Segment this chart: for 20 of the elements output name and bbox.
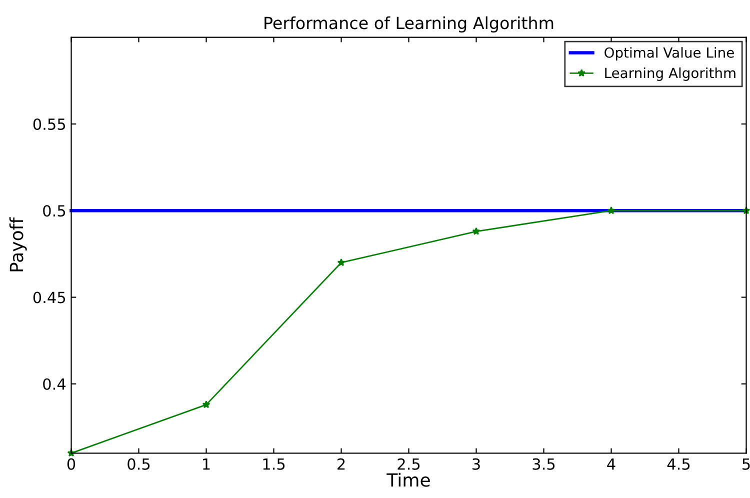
legend-label: Learning Algorithm — [605, 67, 736, 81]
y-tick-label: 0.5 — [43, 205, 66, 217]
x-tick-label: 1 — [203, 458, 210, 470]
y-axis-title: Payoff — [9, 217, 27, 272]
x-tick-label: 1.5 — [263, 458, 285, 470]
x-tick-label: 4.5 — [667, 458, 690, 470]
y-tick-label: 0.4 — [43, 378, 66, 390]
legend-label: Optimal Value Line — [604, 47, 734, 61]
x-axis-title: Time — [386, 472, 430, 487]
x-tick-label: 4 — [607, 458, 616, 470]
x-tick-label: 0.5 — [128, 458, 150, 470]
x-tick-label: 2 — [338, 458, 345, 470]
x-tick-label: 3 — [472, 458, 480, 470]
x-tick-label: 2.5 — [398, 458, 420, 470]
y-tick-label: 0.55 — [33, 118, 66, 130]
x-tick-label: 0 — [67, 458, 76, 470]
y-tick-label: 0.45 — [33, 292, 66, 304]
x-tick-label: 3.5 — [532, 458, 555, 470]
x-tick-label: 5 — [742, 458, 750, 470]
chart-title: Performance of Learning Algorithm — [264, 16, 554, 32]
